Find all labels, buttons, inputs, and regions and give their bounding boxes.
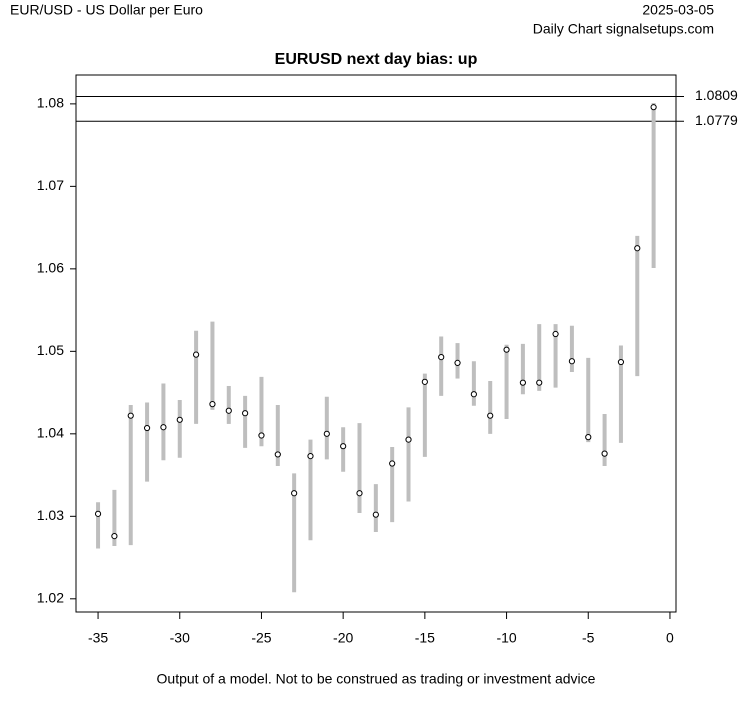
close-point [470, 391, 477, 398]
close-point [650, 104, 657, 111]
x-tick-label: -25 [251, 630, 271, 646]
close-point [519, 379, 526, 386]
close-point [307, 452, 314, 460]
x-tick-label: -35 [88, 630, 108, 646]
close-point [617, 358, 625, 366]
close-point [372, 511, 379, 518]
y-tick-label: 1.04 [37, 425, 64, 441]
close-point [176, 416, 183, 423]
source: EUR/USD - US Dollar per Euro [10, 2, 203, 18]
close-point [568, 358, 576, 365]
y-tick-label: 1.05 [37, 342, 64, 358]
close-point [291, 490, 298, 497]
close-point [209, 401, 216, 408]
x-tick-label: -10 [496, 630, 516, 646]
close-point [94, 510, 102, 517]
close-point [438, 354, 445, 361]
close-point [601, 450, 608, 457]
reference-label: 1.0809 [695, 87, 738, 103]
close-point [111, 533, 118, 540]
close-point [127, 412, 134, 419]
close-point [421, 378, 428, 385]
close-point [356, 490, 363, 497]
close-point [340, 443, 347, 450]
close-point [258, 432, 265, 439]
x-tick-label: -20 [333, 630, 353, 646]
close-point [454, 359, 461, 366]
y-tick-label: 1.06 [37, 260, 64, 276]
chart-title: EURUSD next day bias: up [275, 51, 478, 68]
close-point [242, 410, 249, 417]
close-point [634, 245, 641, 252]
close-point [585, 434, 592, 441]
close-point [143, 424, 151, 432]
y-tick-label: 1.08 [37, 95, 64, 111]
x-tick-label: -5 [582, 630, 595, 646]
close-point [160, 424, 167, 431]
close-point [389, 460, 396, 467]
close-point [536, 379, 543, 386]
y-tick-label: 1.07 [37, 177, 64, 193]
footer: Output of a model. Not to be construed a… [157, 671, 596, 687]
close-point [323, 430, 330, 437]
x-tick-label: 0 [666, 630, 674, 646]
plot-frame [75, 74, 677, 613]
reference-label: 1.0779 [695, 112, 738, 128]
x-tick-label: -15 [415, 630, 435, 646]
close-point [192, 351, 200, 358]
y-tick-label: 1.02 [37, 590, 64, 606]
y-tick-label: 1.03 [37, 507, 64, 523]
close-point [225, 407, 232, 414]
close-point [405, 436, 412, 443]
close-point [552, 330, 559, 338]
x-tick-label: -30 [170, 630, 190, 646]
close-point [487, 412, 494, 419]
close-point [274, 451, 281, 458]
subtitle: Daily Chart signalsetups.com [533, 21, 714, 37]
date: 2025-03-05 [642, 2, 714, 18]
close-point [503, 346, 510, 353]
